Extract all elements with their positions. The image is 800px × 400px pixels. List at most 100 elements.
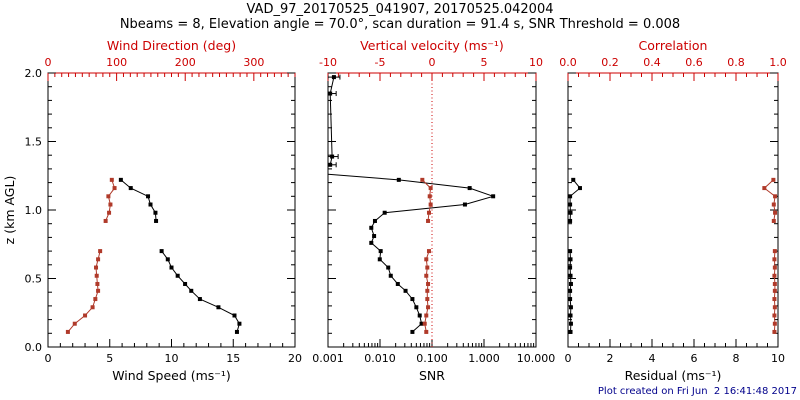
series-line (67, 250, 101, 333)
data-point-marker (369, 225, 374, 230)
data-point-marker (772, 249, 777, 254)
data-point-marker (388, 273, 393, 278)
data-point-marker (94, 273, 99, 278)
x-tick-label: 10 (771, 352, 785, 365)
x-tick-label-top: 0 (429, 56, 436, 69)
panel-snr: 0.001 0.010 0.100 1.000 10.000 SNR -10 -5 0 5 10 Ve… (312, 38, 555, 383)
data-point-marker (568, 210, 573, 215)
x-tick-label-top: 10 (529, 56, 543, 69)
data-point-marker (422, 321, 427, 326)
data-point-marker (772, 288, 777, 293)
data-point-marker (328, 91, 333, 96)
series-line (763, 179, 776, 222)
data-point-marker (183, 281, 188, 286)
x-tick-label: 1.000 (468, 352, 500, 365)
x-tick-label-top: 200 (175, 56, 196, 69)
series-vertical-velocity (420, 177, 433, 334)
series-snr (328, 74, 496, 334)
data-point-marker (65, 329, 70, 334)
data-point-marker (175, 273, 180, 278)
panel-residual: 0 2 4 6 8 10 Residual (ms⁻¹) 0.0 0.2 0.4 0.6 0.8 1.0… (559, 38, 787, 383)
data-point-marker (331, 75, 336, 80)
data-point-marker (462, 202, 467, 207)
x-tick-label: 0 (565, 352, 572, 365)
data-point-marker (148, 202, 153, 207)
data-point-marker (234, 329, 239, 334)
panel-frame (567, 72, 779, 348)
data-point-marker (378, 249, 383, 254)
data-point-marker (426, 210, 431, 215)
data-point-marker (107, 210, 112, 215)
data-point-marker (571, 177, 576, 182)
data-point-marker (425, 297, 430, 302)
data-point-marker (424, 313, 429, 318)
data-point-marker (109, 177, 114, 182)
data-point-marker (773, 210, 778, 215)
data-point-marker (372, 218, 377, 223)
data-point-marker (386, 265, 391, 270)
data-point-marker (414, 305, 419, 310)
data-point-marker (159, 249, 164, 254)
x-tick-label-top: 1.0 (769, 56, 787, 69)
data-point-marker (146, 194, 151, 199)
x-tick-label-top: 0.0 (559, 56, 577, 69)
data-point-marker (771, 218, 776, 223)
x-tick-label-top: 0 (45, 56, 52, 69)
y-tick-label: 1.0 (25, 204, 43, 217)
data-point-marker (396, 177, 401, 182)
data-point-marker (424, 257, 429, 262)
data-point-marker (232, 313, 237, 318)
plot-title: VAD_97_20170525_041907, 20170525.042004 (246, 2, 554, 17)
data-point-marker (426, 218, 431, 223)
data-point-marker (94, 265, 99, 270)
x-tick-label: 4 (649, 352, 656, 365)
data-point-marker (417, 313, 422, 318)
data-point-marker (568, 281, 573, 286)
x-tick-label-top: 0.6 (685, 56, 703, 69)
data-point-marker (568, 265, 573, 270)
series-line (105, 179, 116, 222)
data-point-marker (773, 194, 778, 199)
data-point-marker (216, 305, 221, 310)
series-wind-direction (65, 177, 117, 334)
data-point-marker (771, 202, 776, 207)
data-point-marker (428, 186, 433, 191)
data-point-marker (420, 177, 425, 182)
y-tick-label: 0.0 (25, 341, 43, 354)
x-tick-label-top: 0.2 (601, 56, 619, 69)
data-point-marker (93, 297, 98, 302)
data-point-marker (128, 186, 133, 191)
data-point-marker (568, 288, 573, 293)
axis-title-residual-top: Correlation (639, 38, 708, 53)
data-point-marker (197, 297, 202, 302)
data-point-marker (568, 194, 573, 199)
data-point-marker (410, 297, 415, 302)
data-point-marker (568, 273, 573, 278)
series-line (161, 250, 240, 333)
x-tick-label: 2 (607, 352, 614, 365)
series-line (120, 179, 157, 222)
data-point-marker (426, 281, 431, 286)
x-tick-label: 0.001 (312, 352, 344, 365)
y-tick-label: 1.5 (25, 136, 43, 149)
x-tick-label: 8 (733, 352, 740, 365)
data-point-marker (98, 249, 103, 254)
x-tick-label: 0.010 (364, 352, 396, 365)
data-point-marker (165, 257, 170, 262)
data-point-marker (772, 265, 777, 270)
data-point-marker (83, 313, 88, 318)
plot-subtitle: Nbeams = 8, Elevation angle = 70.0°, sca… (119, 17, 681, 32)
y-tick-label: 2.0 (25, 67, 43, 80)
y-axis-title: z (km AGL) (2, 176, 17, 245)
x-tick-label-top: -5 (375, 56, 386, 69)
plot-created-timestamp: Plot created on Fri Jun 2 16:41:48 2017 (597, 386, 797, 397)
data-point-marker (106, 194, 111, 199)
axis-title-residual-bottom: Residual (ms⁻¹) (625, 368, 722, 383)
data-point-marker (771, 177, 776, 182)
x-tick-label: 5 (106, 352, 113, 365)
data-point-marker (419, 321, 424, 326)
data-point-marker (154, 218, 159, 223)
data-point-marker (403, 288, 408, 293)
